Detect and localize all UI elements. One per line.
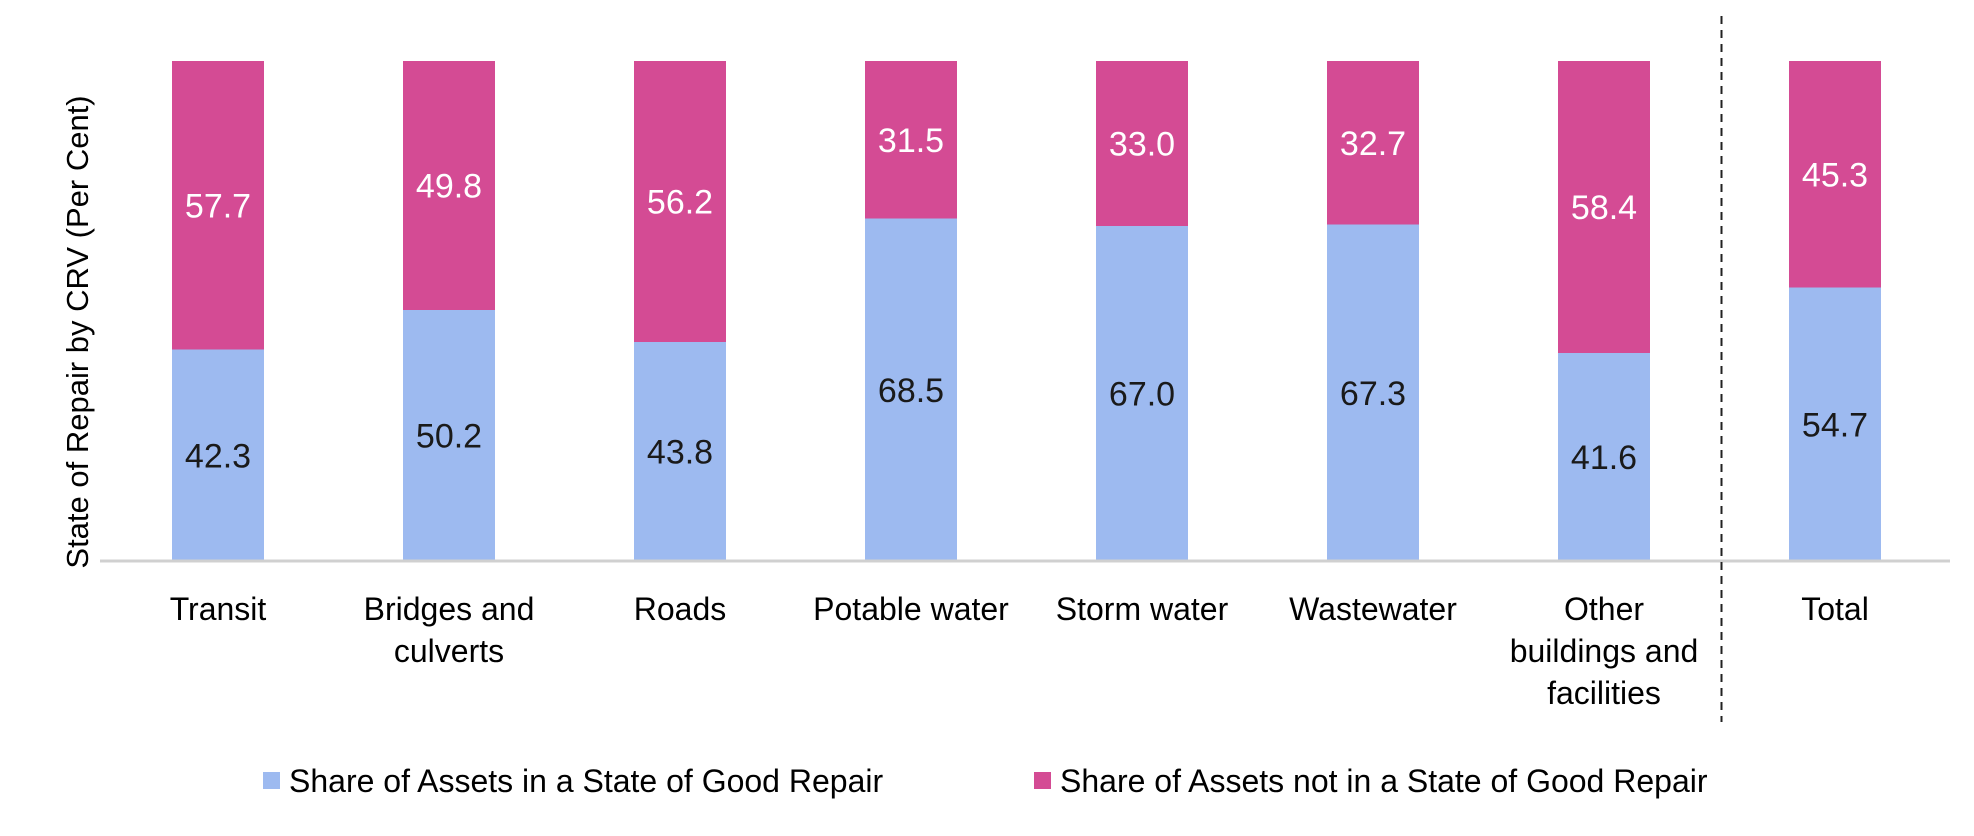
y-axis-title: State of Repair by CRV (Per Cent) [60,95,95,568]
data-label: 67.3 [1340,375,1406,413]
data-label: 33.0 [1109,126,1175,164]
data-label: 56.2 [647,184,713,222]
data-label: 49.8 [416,168,482,206]
bar-segment-not-good-repair [865,61,957,219]
data-label: 50.2 [416,418,482,456]
bar-segment-good-repair [403,310,495,561]
bar-segment-good-repair [1096,226,1188,561]
bars-group: 42.3 57.7 50.2 49.8 43.8 56.2 68.5 31.5 67.0 33.0… [172,61,1881,561]
category-label: Potable water [813,591,1009,627]
category-label: Wastewater [1289,591,1457,627]
bar-segment-good-repair [1789,287,1881,561]
legend-swatch-good-repair [263,772,280,789]
bar-segment-not-good-repair [1096,61,1188,226]
data-label: 41.6 [1571,439,1637,477]
category-label: Storm water [1056,591,1229,627]
bar-segment-not-good-repair [1558,61,1650,353]
data-label: 57.7 [185,187,251,225]
legend-label-good-repair: Share of Assets in a State of Good Repai… [289,763,883,799]
category-label: Roads [634,591,727,627]
category-label: Total [1801,591,1869,627]
data-label: 58.4 [1571,189,1637,227]
data-label: 68.5 [878,372,944,410]
data-label: 32.7 [1340,125,1406,163]
category-labels-group: Transit Bridges and culverts Roads Potable w… [170,591,1869,711]
bar-segment-not-good-repair [403,61,495,310]
legend: Share of Assets in a State of Good Repai… [263,763,1708,799]
legend-label-not-good-repair: Share of Assets not in a State of Good R… [1060,763,1708,799]
bar-segment-good-repair [1327,224,1419,561]
category-label: Bridges and culverts [364,591,535,669]
data-label: 31.5 [878,122,944,160]
bar-segment-good-repair [172,349,264,561]
bar-segment-good-repair [865,218,957,561]
data-label: 54.7 [1802,406,1868,444]
legend-swatch-not-good-repair [1034,772,1051,789]
data-label: 67.0 [1109,376,1175,414]
bar-segment-good-repair [1558,353,1650,561]
bar-segment-not-good-repair [172,61,264,350]
data-label: 42.3 [185,437,251,475]
bar-segment-not-good-repair [1789,61,1881,288]
data-label: 43.8 [647,434,713,472]
data-label: 45.3 [1802,156,1868,194]
bar-segment-not-good-repair [634,61,726,342]
bar-segment-not-good-repair [1327,61,1419,225]
category-label: Transit [170,591,267,627]
bar-segment-good-repair [634,342,726,561]
category-label: Other buildings and facilities [1510,591,1699,711]
